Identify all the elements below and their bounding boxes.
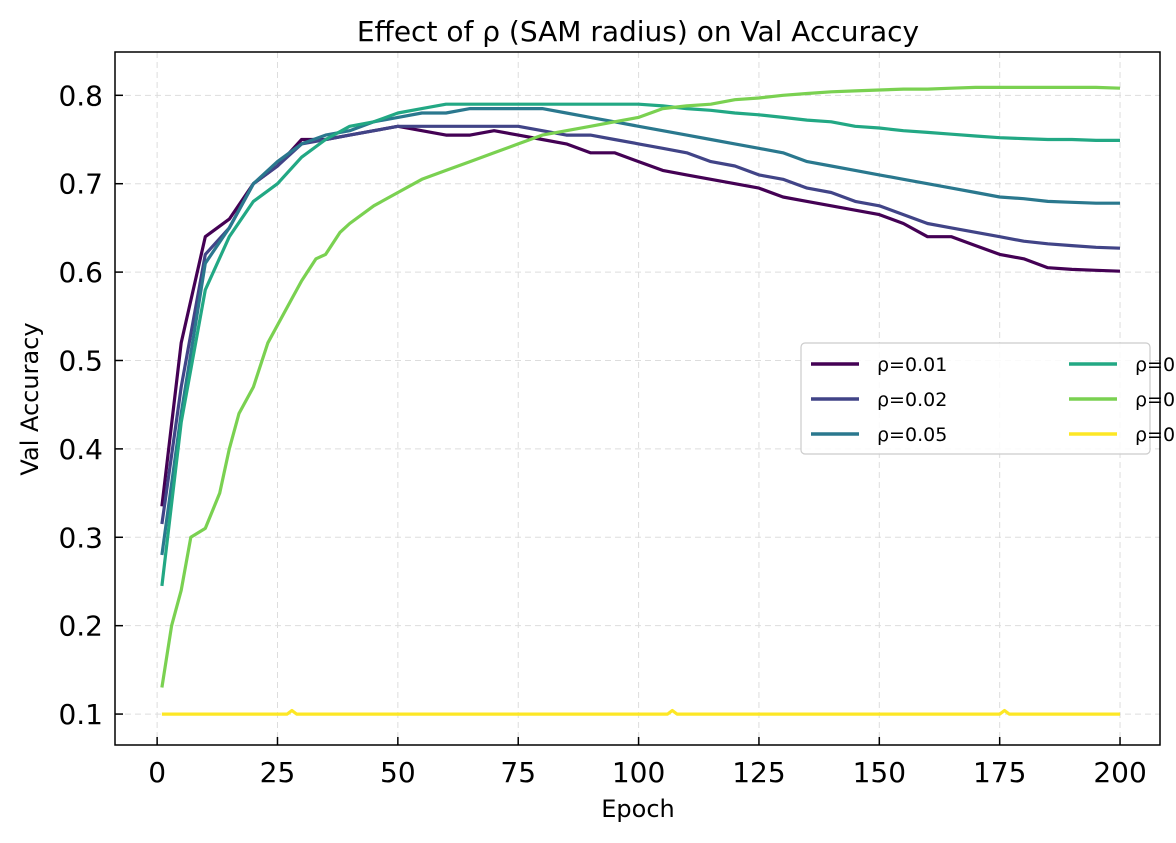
y-tick-label: 0.8 bbox=[58, 79, 103, 112]
x-tick-label: 200 bbox=[1093, 756, 1146, 789]
legend-label: ρ=0.1 bbox=[1135, 354, 1176, 376]
legend-label: ρ=0.01 bbox=[877, 354, 947, 376]
x-tick-label: 150 bbox=[853, 756, 906, 789]
legend-label: ρ=0.5 bbox=[1135, 424, 1176, 446]
y-tick-label: 0.4 bbox=[58, 433, 103, 466]
y-tick-label: 0.6 bbox=[58, 256, 103, 289]
x-tick-label: 125 bbox=[732, 756, 785, 789]
legend: ρ=0.01 ρ=0.02 ρ=0.05 ρ=0.1 ρ=0.3 ρ=0.5 bbox=[800, 342, 1176, 455]
series-line-0-1 bbox=[160, 102, 1120, 587]
x-tick-label: 75 bbox=[500, 756, 536, 789]
y-tick-label: 0.5 bbox=[58, 344, 103, 377]
series-line-0-05 bbox=[160, 106, 1120, 556]
x-tick-label: 175 bbox=[973, 756, 1026, 789]
x-tick-label: 100 bbox=[612, 756, 665, 789]
legend-label: ρ=0.3 bbox=[1135, 389, 1176, 411]
chart-title: Effect of ρ (SAM radius) on Val Accuracy bbox=[357, 15, 919, 48]
y-tick-label: 0.1 bbox=[58, 698, 103, 731]
series-lines bbox=[160, 85, 1121, 716]
y-tick-label: 0.7 bbox=[58, 168, 103, 201]
y-tick-label: 0.2 bbox=[58, 610, 103, 643]
legend-label: ρ=0.05 bbox=[877, 424, 947, 446]
y-axis-label: Val Accuracy bbox=[16, 322, 44, 475]
series-line-0-02 bbox=[160, 124, 1121, 525]
series-line-0-3 bbox=[160, 85, 1121, 688]
x-tick-label: 25 bbox=[260, 756, 296, 789]
legend-label: ρ=0.02 bbox=[877, 389, 947, 411]
axes-frame bbox=[114, 51, 1161, 746]
grid bbox=[115, 52, 1160, 745]
x-axis-label: Epoch bbox=[601, 795, 675, 823]
y-tick-label: 0.3 bbox=[58, 521, 103, 554]
ticks: 0 25 50 75 100 125 150 175 200 0.1 0.2 0.3 0.4 0.5 0.6… bbox=[58, 79, 1146, 789]
legend-box bbox=[800, 342, 1151, 455]
series-line-0-5 bbox=[161, 708, 1120, 716]
x-tick-label: 0 bbox=[148, 756, 166, 789]
x-tick-label: 50 bbox=[380, 756, 416, 789]
